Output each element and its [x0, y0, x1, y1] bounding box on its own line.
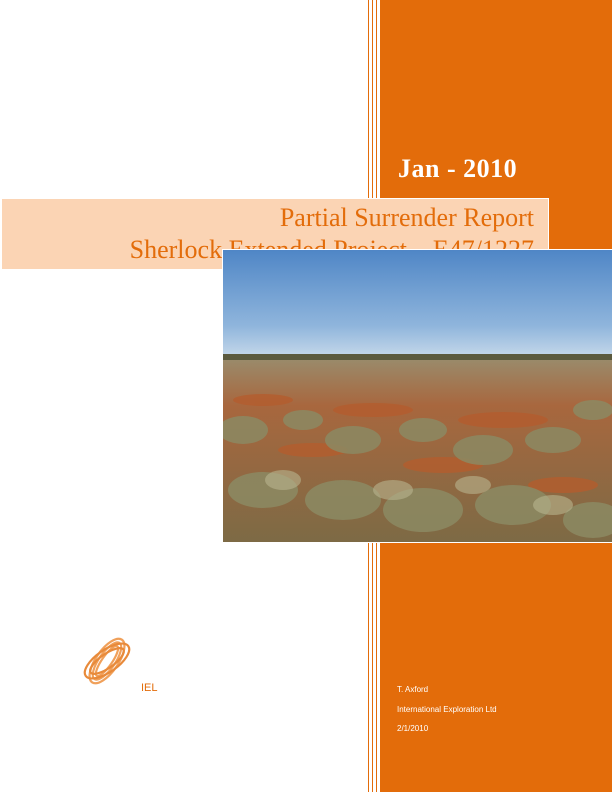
- logo-text: IEL: [141, 682, 158, 694]
- author-name: T. Axford: [397, 685, 429, 694]
- iel-swirl-logo-icon: [83, 637, 131, 685]
- report-date: 2/1/2010: [397, 724, 429, 733]
- company-name: International Exploration Ltd: [397, 705, 497, 714]
- cover-photo: [222, 249, 612, 543]
- landscape-photo-icon: [223, 250, 612, 542]
- cover-date: Jan - 2010: [398, 154, 518, 183]
- report-title: Partial Surrender Report: [279, 203, 534, 232]
